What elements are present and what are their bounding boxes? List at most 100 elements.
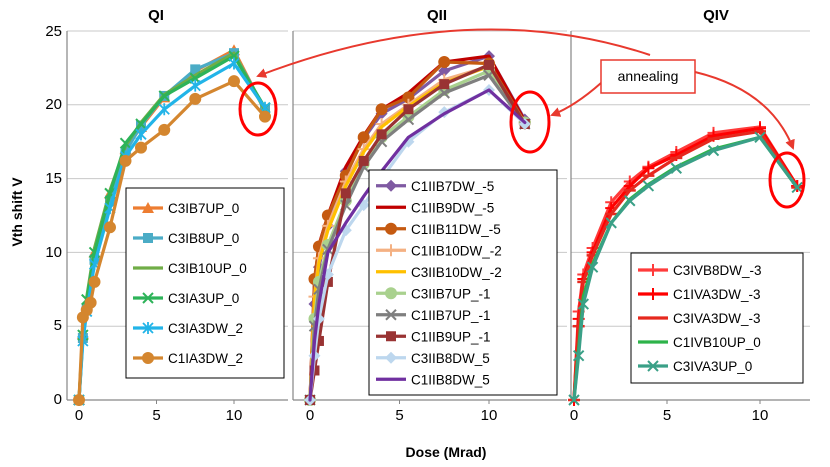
legend-label-qii-c1iib10dw-2: C1IIB10DW_-2 [411, 243, 502, 258]
legend-label-qi-c3ib8up-0: C3IB8UP_0 [168, 231, 239, 246]
legend-label-qii-c1iib7up-1: C1IIB7UP_-1 [411, 308, 491, 323]
legend-qiv: C3IVB8DW_-3 C1IVA3DW_-3 C3IVA3DW_-3 C1IVB10… [630, 252, 804, 384]
panel-title-qiv: QIV [703, 7, 729, 24]
point-qi-c1ia3dw-2-7 [135, 141, 147, 154]
point-qiv-c3iva3up-0-5 [624, 195, 636, 207]
series-qii-c1iib8dw-5 [308, 88, 527, 402]
legend-marker-qii-c1iib11dw-5 [385, 222, 397, 235]
point-qiv-c3iva3up-0-10 [791, 181, 803, 194]
tick-label-y-15: 15 [45, 170, 62, 187]
point-qii-c1iib9up-1-6 [376, 129, 387, 140]
point-qi-c1ia3dw-2-8 [158, 123, 171, 136]
legend-marker-qiv-c1iva3dw-3 [647, 288, 659, 300]
point-qi-c3ia3up-0-7 [158, 90, 170, 102]
panel-title-qii: QII [427, 7, 447, 24]
x-tick-label-0-panel-1: 0 [75, 407, 83, 424]
series-qii-c1iib9up-1 [305, 59, 530, 405]
point-qi-c1ia3dw-2-4 [88, 275, 101, 288]
point-qi-c1ia3dw-2-0 [73, 394, 85, 406]
x-tick-label-5-panel-1: 5 [152, 407, 160, 424]
legend-marker-qiv-c3ivb8dw-3 [647, 264, 659, 276]
point-qiv-c1iva3dw-3-6 [642, 162, 655, 175]
series-line-qii-c1iib8dw-5 [308, 88, 527, 402]
point-qii-c1iib9up-1-9 [484, 59, 494, 70]
point-qii-c1iib7up-1-7 [402, 113, 415, 126]
legend-label-qii-c1iib8dw-5: C1IIB8DW_5 [411, 372, 490, 387]
point-qiv-c3iva3up-0-3 [586, 261, 599, 273]
legend-label-qiv-c3ivb8dw-3: C3IVB8DW_-3 [673, 263, 762, 278]
legend-label-qiv-c3iva3dw-3: C3IVA3DW_-3 [673, 311, 761, 326]
legend-label-qiv-c1iva3dw-3: C1IVA3DW_-3 [673, 287, 761, 302]
point-qi-c1ia3dw-2-3 [84, 296, 97, 309]
point-qii-c1iib9up-1-7 [403, 104, 414, 115]
axes-layer: 0 5 10 0 5 10 0 5 10 [66, 31, 810, 424]
x-tick-label-5-panel-3: 5 [663, 407, 671, 424]
tick-label-y-0: 0 [54, 391, 62, 408]
x-tick-label-0-panel-2: 0 [306, 407, 314, 424]
legend-label-qi-c3ia3dw-2: C3IA3DW_2 [168, 321, 243, 336]
point-qi-c1ia3dw-2-11 [259, 110, 271, 123]
y-axis-label: Vth shift V [9, 177, 25, 247]
point-qii-c1iib11dw-5-8 [438, 55, 451, 68]
legend-marker-qi-c3ia3up-0 [142, 292, 154, 304]
point-qii-c1iib9up-1-2 [313, 335, 324, 346]
legend-qii: C1IIB7DW_-5 C1IIB9DW_-5 C1IIB11DW_-5 C1IIB1… [368, 169, 558, 396]
x-tick-label-10-panel-1: 10 [226, 407, 243, 424]
point-qi-c3ia3dw-2-7 [158, 103, 170, 116]
legend-qi: C3IB7UP_0 C3IB8UP_0 C3IB10UP_0 C3IA3UP_0 C3I… [125, 187, 285, 379]
legend-marker-qii-c3iib8dw-5 [385, 351, 397, 364]
legend-marker-qi-c1ia3dw-2 [142, 352, 154, 364]
legend-label-qii-c3iib8dw-5: C3IIB8DW_5 [411, 351, 490, 366]
annotation-label: annealing [618, 68, 679, 84]
point-qii-c1iib7dw-5-8 [438, 64, 451, 77]
legend-label-qi-c1ia3dw-2: C1IA3DW_2 [168, 351, 243, 366]
point-qi-c3ib8up-0-8 [190, 64, 201, 75]
point-qii-c1iib9up-1-5 [358, 155, 369, 166]
legend-label-qii-c1iib7dw-5: C1IIB7DW_-5 [411, 179, 494, 194]
point-qiv-c3iva3up-0-2 [577, 298, 590, 310]
point-qi-c3ia3dw-2-9 [228, 57, 240, 70]
point-qiv-c3iva3up-0-1 [572, 350, 585, 362]
legend-label-qiv-c1ivb10up-0: C1IVB10UP_0 [673, 335, 761, 350]
legend-marker-qi-c3ib7up-0 [142, 202, 154, 213]
tick-label-y-10: 10 [45, 244, 62, 261]
legend-label-qii-c3iib10dw-2: C3IIB10DW_-2 [411, 265, 502, 280]
tick-label-y-25: 25 [45, 23, 62, 40]
point-qiv-c3iva3up-0-9 [754, 131, 766, 143]
legend-label-qi-c3ib7up-0: C3IB7UP_0 [168, 201, 239, 216]
legend-marker-qii-c1iib9up-1 [386, 331, 396, 342]
point-qiv-c3iva3up-0-6 [642, 180, 655, 192]
legend-label-qi-c3ia3up-0: C3IA3UP_0 [168, 291, 239, 306]
point-qi-c3ia3up-0-6 [135, 118, 147, 130]
x-tick-label-10-panel-3: 10 [752, 407, 769, 424]
legend-marker-qii-c3iib7up-1 [385, 287, 397, 300]
legend-label-qii-c3iib7up-1: C3IIB7UP_-1 [411, 286, 491, 301]
tick-label-y-5: 5 [54, 317, 62, 334]
annotation-box [600, 59, 696, 94]
point-qii-c1iib11dw-5-5 [357, 131, 370, 144]
point-qiv-c3iva3up-0-4 [605, 217, 617, 229]
point-qi-c1ia3dw-2-5 [104, 221, 116, 234]
point-qii-c1iib9up-1-8 [439, 79, 450, 90]
legend-box-qi [125, 187, 285, 379]
legend-marker-qii-c1iib7dw-5 [385, 179, 397, 192]
annealing-arrow-to-qi [256, 28, 651, 78]
annotation-layer [238, 28, 806, 209]
annealing-ellipse-qi [238, 81, 278, 137]
point-qi-c3ia3up-0-5 [119, 137, 132, 149]
point-qii-c1iib9up-1-4 [340, 188, 351, 199]
legend-label-qii-c1iib9dw-5: C1IIB9DW_-5 [411, 200, 494, 215]
point-qi-c3ia3dw-2-8 [189, 79, 201, 92]
point-qii-c1iib11dw-5-6 [375, 103, 388, 116]
legend-label-qi-c3ib10up-0: C3IB10UP_0 [168, 261, 247, 276]
series-qi-c1ia3dw-2 [73, 75, 271, 406]
x-tick-label-5-panel-2: 5 [395, 407, 403, 424]
legend-layer: C3IB7UP_0 C3IB8UP_0 C3IB10UP_0 C3IA3UP_0 C3I… [125, 169, 804, 396]
annealing-arrow-to-qiv [694, 71, 795, 150]
tick-label-y-20: 20 [45, 96, 62, 113]
series-qiv-c3iva3up-0 [568, 131, 803, 406]
x-axis-label: Dose (Mrad) [406, 444, 487, 460]
legend-marker-qii-c1iib10dw-2 [385, 244, 397, 257]
point-qi-c3ib8up-0-4 [105, 195, 115, 206]
